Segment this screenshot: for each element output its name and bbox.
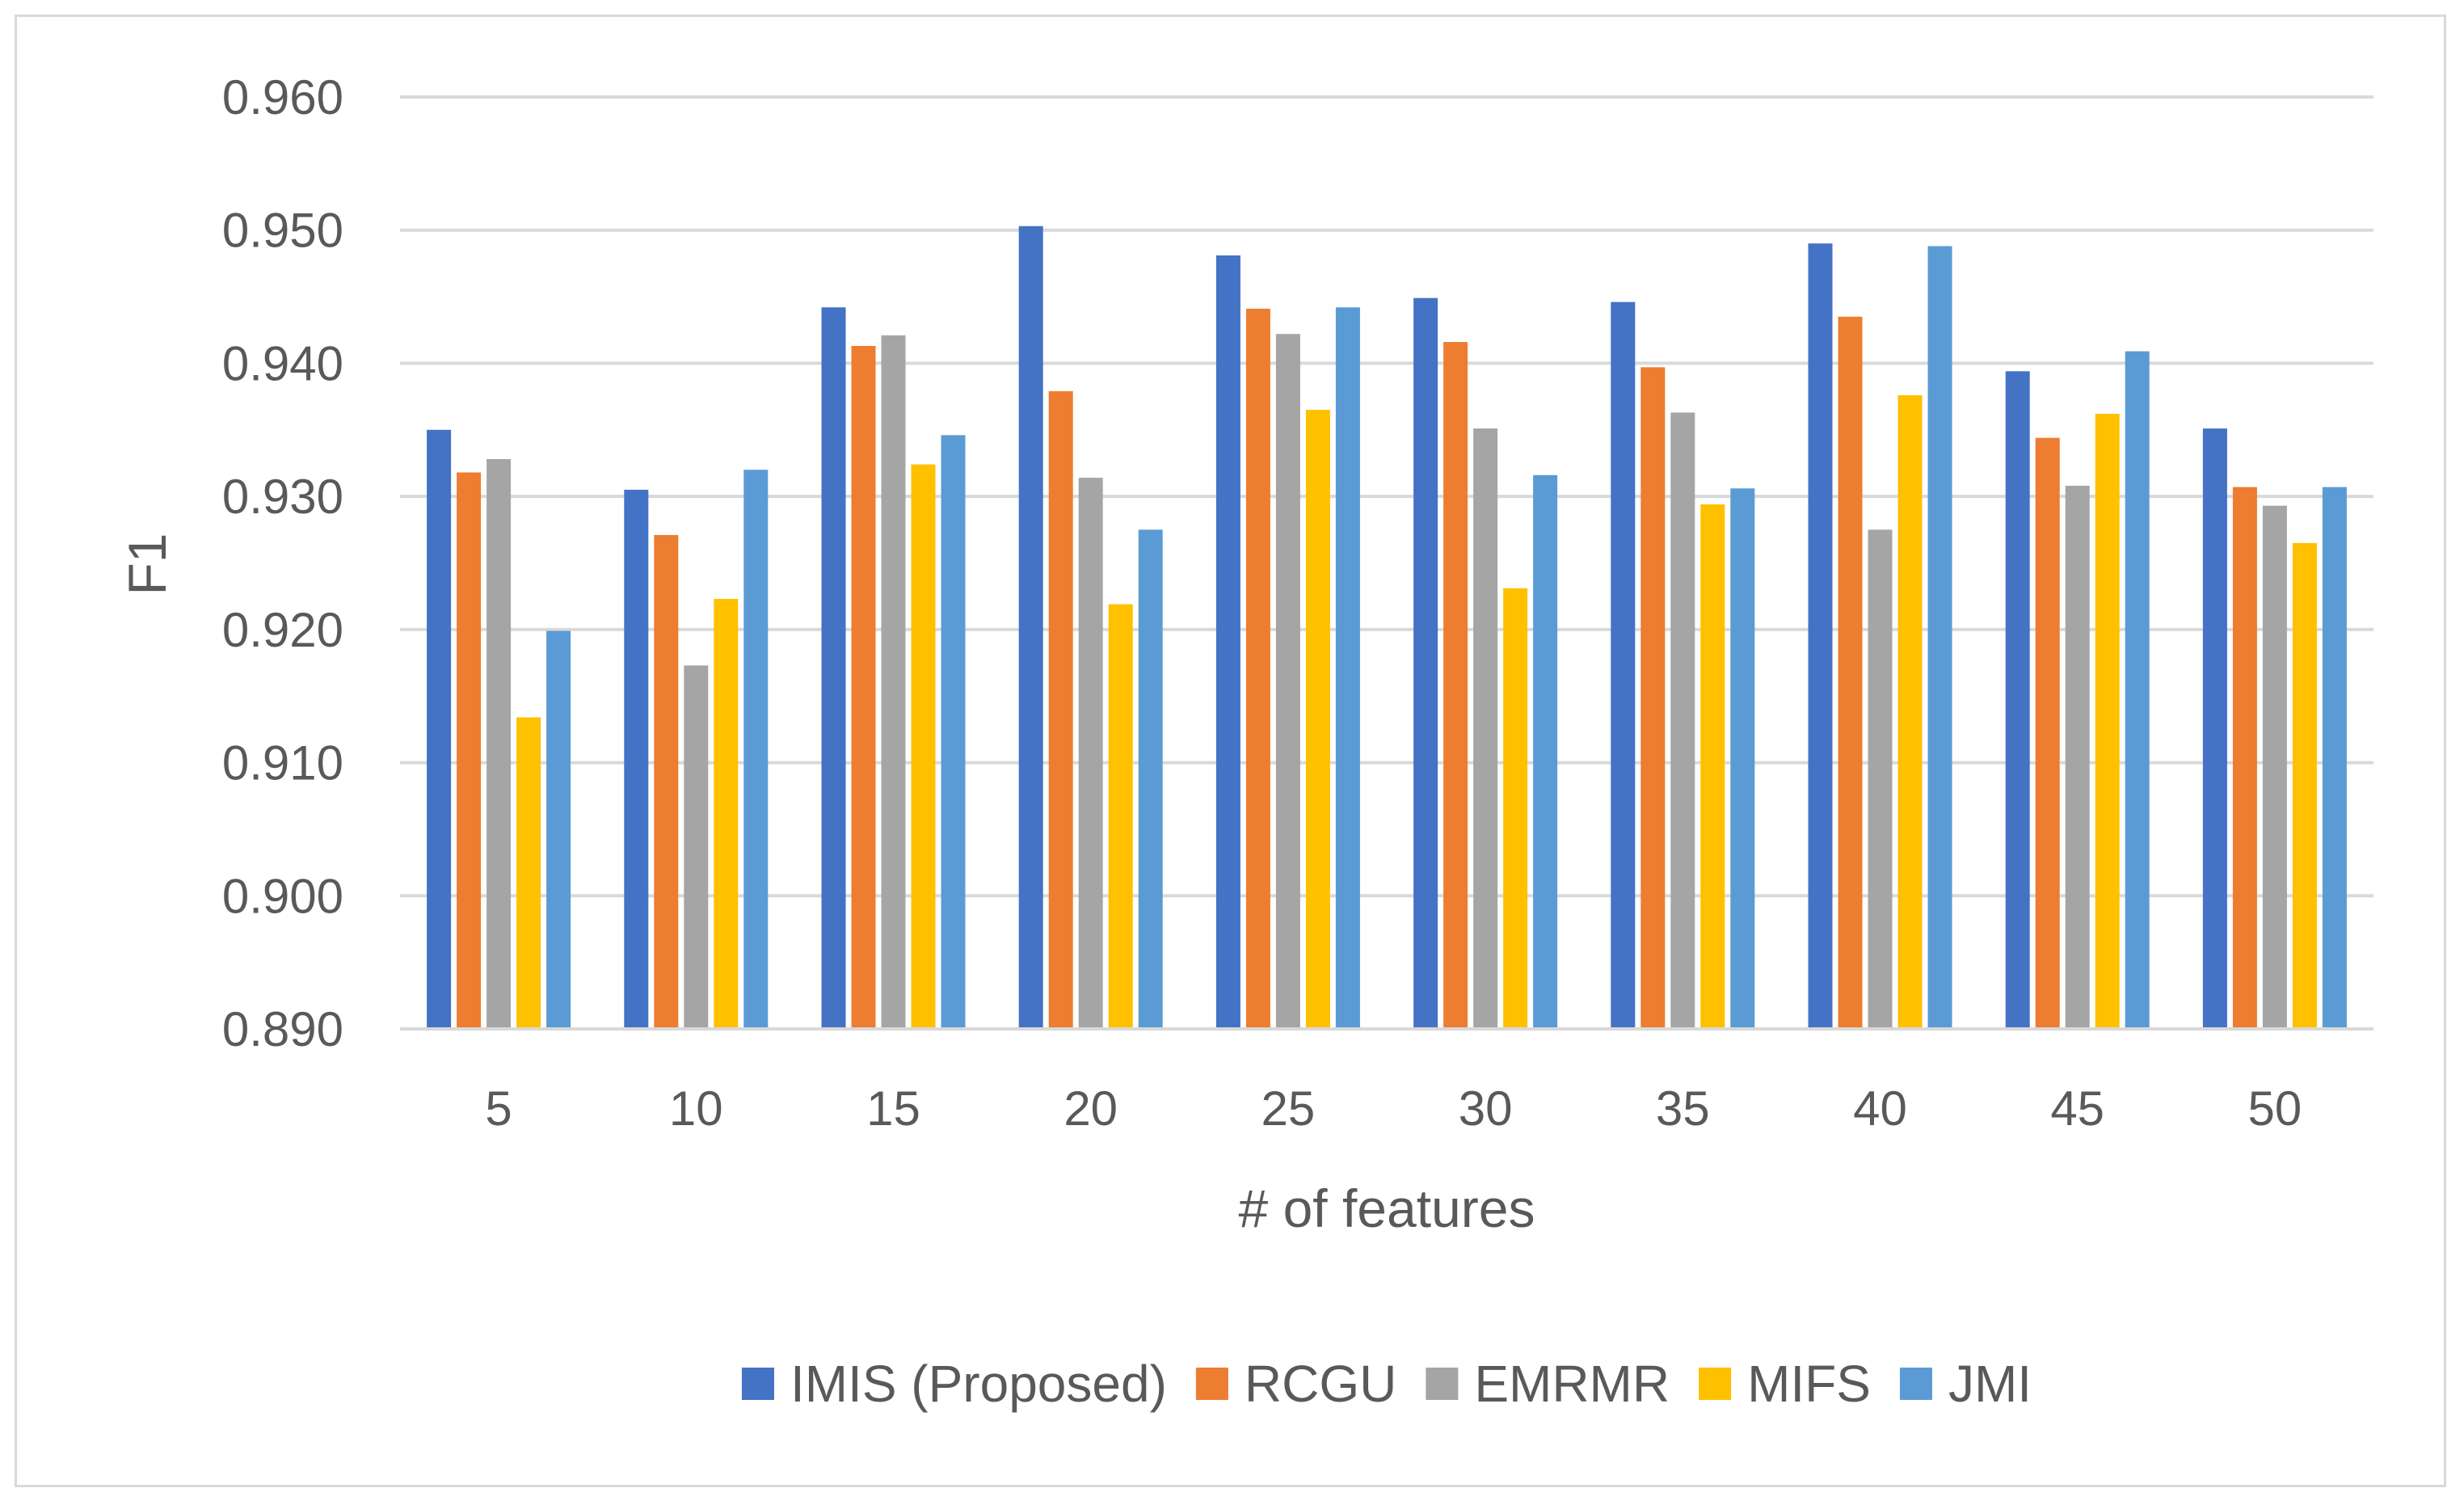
legend-label: EMRMR (1474, 1355, 1670, 1413)
bar (851, 346, 876, 1029)
bar (1611, 301, 1636, 1029)
bar (1305, 410, 1330, 1029)
bar (2202, 428, 2227, 1029)
bar (881, 335, 906, 1029)
x-tick-label: 40 (1853, 1081, 1907, 1136)
bar (1641, 367, 1666, 1029)
bar (1730, 488, 1755, 1029)
bar (1215, 255, 1240, 1029)
bar (743, 470, 769, 1029)
bar (911, 464, 936, 1029)
bar (1533, 474, 1558, 1029)
x-tick-label: 10 (669, 1081, 723, 1136)
bar (2232, 487, 2257, 1029)
x-axis-title: # of features (1239, 1178, 1535, 1238)
y-axis-title: F1 (117, 533, 177, 595)
legend-label: JMI (1948, 1355, 2032, 1413)
bar (2262, 505, 2287, 1029)
y-tick-label: 0.930 (222, 470, 343, 524)
bar (1335, 307, 1360, 1030)
legend-swatch (1426, 1368, 1459, 1400)
legend-swatch (741, 1368, 774, 1400)
bar (941, 435, 966, 1029)
x-tick-label: 20 (1064, 1081, 1118, 1136)
bar (2005, 371, 2030, 1030)
bar (1503, 588, 1528, 1029)
bar (1048, 391, 1073, 1030)
legend-label: MIFS (1747, 1355, 1871, 1413)
x-tick-label: 50 (2248, 1081, 2302, 1136)
legend-label: RCGU (1245, 1355, 1396, 1413)
bar (2125, 351, 2150, 1030)
bar (1413, 297, 1438, 1029)
legend-swatch (1899, 1368, 1932, 1400)
bar (1443, 342, 1468, 1029)
bar (486, 459, 512, 1029)
y-tick-label: 0.940 (222, 336, 343, 390)
bar (1838, 316, 1863, 1029)
x-tick-label: 45 (2050, 1081, 2104, 1136)
y-tick-labels: 0.890 0.900 0.910 0.920 0.930 0.940 0.950 0.960 (222, 70, 343, 1056)
legend-label: IMIS (Proposed) (790, 1355, 1167, 1413)
bar (546, 630, 571, 1029)
y-tick-label: 0.950 (222, 204, 343, 258)
bar (1078, 478, 1103, 1029)
y-tick-label: 0.910 (222, 736, 343, 790)
bar (821, 307, 846, 1030)
bar (1897, 394, 1923, 1030)
bar (1275, 334, 1300, 1030)
bar (624, 489, 649, 1029)
bar (1138, 529, 1163, 1029)
bar (1245, 308, 1270, 1029)
legend-swatch (1699, 1368, 1732, 1400)
y-tick-label: 0.890 (222, 1002, 343, 1056)
y-tick-label: 0.960 (222, 70, 343, 124)
bar (2322, 487, 2347, 1029)
bar (2095, 414, 2120, 1029)
bar (1700, 504, 1725, 1029)
bar (714, 598, 739, 1029)
x-tick-label: 5 (485, 1081, 512, 1136)
bars (427, 226, 2347, 1030)
y-tick-label: 0.920 (222, 603, 343, 657)
legend-swatch (1195, 1368, 1228, 1400)
bar (2065, 485, 2090, 1029)
x-tick-label: 15 (866, 1081, 920, 1136)
bar (427, 429, 452, 1029)
bar (1108, 604, 1133, 1029)
x-tick-label: 25 (1261, 1081, 1316, 1136)
bar (1473, 428, 1498, 1029)
bar (457, 472, 482, 1029)
bar (1927, 246, 1952, 1030)
bar (2035, 437, 2060, 1029)
bar (654, 534, 679, 1029)
bar (1808, 243, 1833, 1030)
bar (1868, 529, 1893, 1029)
bar (516, 717, 541, 1029)
bar (2292, 542, 2317, 1029)
x-tick-label: 30 (1459, 1081, 1513, 1136)
bar (684, 665, 709, 1029)
bar (1018, 226, 1043, 1030)
x-tick-labels: 5 10 15 20 25 30 35 40 45 50 (485, 1081, 2302, 1136)
x-tick-label: 35 (1656, 1081, 1710, 1136)
bar (1670, 412, 1695, 1029)
legend: IMIS (Proposed) RCGU EMRMR MIFS JMI (741, 1355, 2032, 1413)
y-tick-label: 0.900 (222, 869, 343, 923)
